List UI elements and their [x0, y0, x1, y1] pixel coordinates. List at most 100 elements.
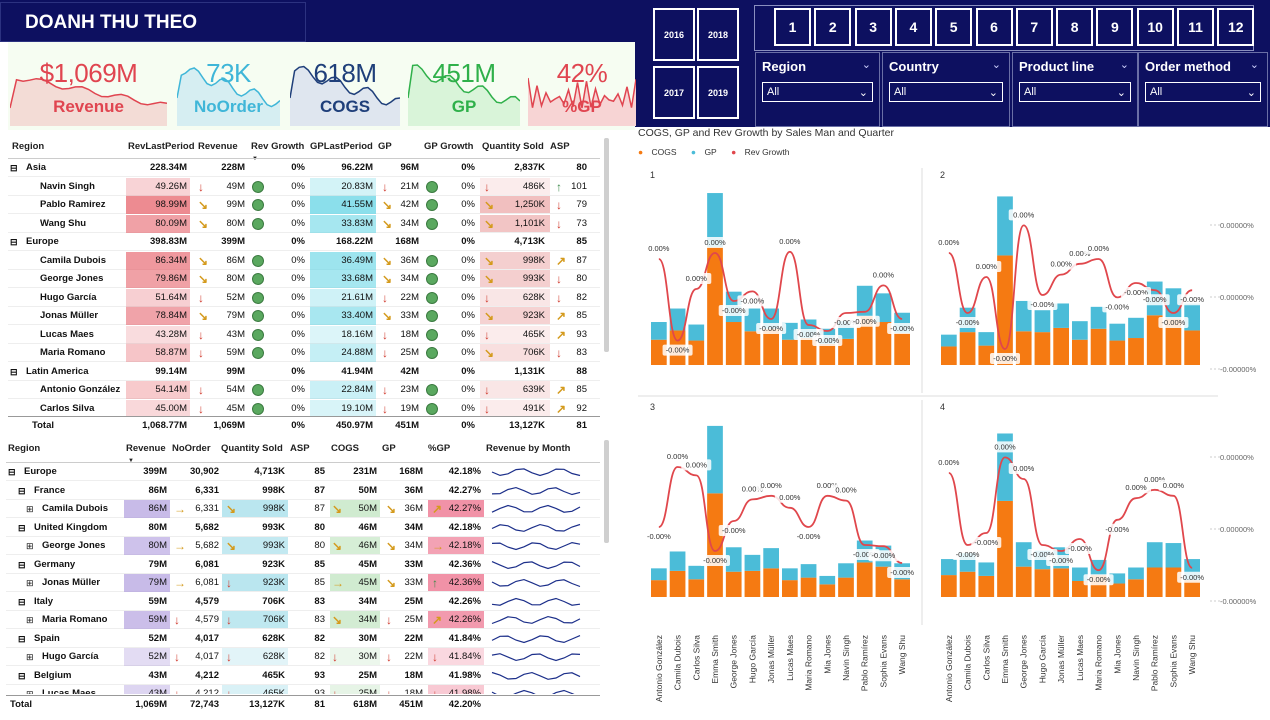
expand-icon[interactable]: ⊞ [26, 652, 34, 662]
bar-cogs[interactable] [959, 332, 976, 365]
expand-icon[interactable]: ⊞ [26, 615, 34, 625]
year-button-2017[interactable]: 2017 [653, 66, 695, 119]
table2-col-header[interactable]: Revenue by Month [486, 443, 571, 454]
bar-gp[interactable] [707, 193, 723, 247]
table2-col-header[interactable]: Quantity Sold [221, 443, 283, 454]
bar-cogs[interactable] [725, 322, 742, 365]
month-button-9[interactable]: 9 [1096, 8, 1134, 46]
table1-col-header[interactable]: RevLastPeriod [128, 141, 195, 152]
bar-cogs[interactable] [744, 570, 761, 597]
bar-gp[interactable] [1053, 303, 1069, 328]
bar-cogs[interactable] [819, 343, 836, 365]
table-row[interactable]: Lucas Maes 43.28M ↓ 43M 0% 18.16M ↓ 18M 0% ↓ 465K ↗… [8, 325, 600, 344]
month-button-1[interactable]: 1 [774, 8, 811, 46]
table-group-row[interactable]: ⊟ France 86M 6,331 998K 87 50M 36M 42.27% [6, 482, 600, 500]
bar-cogs[interactable] [1072, 339, 1088, 365]
bar-cogs[interactable] [1034, 332, 1051, 365]
bar-cogs[interactable] [763, 328, 779, 365]
bar-gp[interactable] [800, 564, 817, 578]
table-row[interactable]: Maria Romano 58.87M ↓ 59M 0% 24.88M ↓ 25M 0% ↘ 706… [8, 344, 600, 362]
collapse-icon[interactable]: ⊟ [18, 522, 26, 533]
table-group-row[interactable]: ⊟ Spain 52M 4,017 628K 82 30M 22M 41.84% [6, 630, 600, 648]
table2-col-header[interactable]: ASP [290, 443, 310, 454]
bar-cogs[interactable] [894, 579, 910, 597]
bar-cogs[interactable] [669, 570, 686, 597]
bar-gp[interactable] [941, 559, 957, 576]
bar-gp[interactable] [669, 308, 686, 331]
bar-gp[interactable] [978, 332, 995, 346]
table2-col-header[interactable]: Revenue [126, 443, 166, 454]
bar-cogs[interactable] [856, 316, 873, 365]
bar-cogs[interactable] [1146, 315, 1163, 365]
bar-gp[interactable] [688, 565, 705, 580]
bar-gp[interactable] [763, 548, 779, 569]
table1-col-header[interactable]: GP [378, 141, 392, 152]
collapse-icon[interactable]: ⊟ [18, 670, 26, 681]
collapse-icon[interactable]: ⌄ [1119, 59, 1129, 71]
bar-gp[interactable] [978, 562, 995, 576]
bar-cogs[interactable] [978, 575, 995, 597]
bar-cogs[interactable] [707, 493, 723, 597]
table-row[interactable]: Navin Singh 49.26M ↓ 49M 0% 20.83M ↓ 21M 0% ↓ 486K… [8, 177, 600, 196]
bar-cogs[interactable] [1090, 328, 1107, 365]
bar-cogs[interactable] [1128, 338, 1144, 365]
bar-gp[interactable] [1090, 306, 1107, 329]
collapse-icon[interactable]: ⊟ [10, 237, 18, 247]
table-group-row[interactable]: ⊟ Europe 398.83M 399M 0% 168.22M 168M 0% 4,713K 8… [8, 233, 600, 251]
month-button-4[interactable]: 4 [894, 8, 932, 46]
bar-cogs[interactable] [744, 331, 761, 365]
bar-cogs[interactable] [838, 338, 854, 365]
bar-cogs[interactable] [725, 571, 742, 597]
collapse-icon[interactable]: ⌄ [991, 59, 1001, 71]
month-button-2[interactable]: 2 [814, 8, 852, 46]
table-group-row[interactable]: ⊟ Germany 79M 6,081 923K 85 45M 33M 42.36% [6, 556, 600, 574]
bar-cogs[interactable] [1109, 583, 1126, 597]
table-group-row[interactable]: ⊟ Europe 399M 30,902 4,713K 85 231M 168M 42.18% [6, 463, 600, 481]
table-row[interactable]: George Jones 79.86M ↘ 80M 0% 33.68M ↘ 34M 0% ↘ 993… [8, 270, 600, 288]
table1-col-header[interactable]: GPLastPeriod [310, 141, 373, 152]
bar-cogs[interactable] [1184, 330, 1200, 365]
table-row[interactable]: ⊞ Camila Dubois 86M → 6,331 ↘ 998K 87 ↘ 50M ↘ 36M ↗ 4… [6, 500, 600, 518]
expand-icon[interactable]: ⊞ [26, 689, 34, 694]
table1-col-header[interactable]: GP Growth [424, 141, 474, 152]
collapse-icon[interactable]: ⌄ [1249, 59, 1259, 71]
bar-cogs[interactable] [1128, 579, 1144, 597]
table1-col-header[interactable]: Region [12, 141, 45, 152]
expand-icon[interactable]: ⊞ [26, 541, 34, 551]
bar-cogs[interactable] [1146, 567, 1163, 598]
bar-cogs[interactable] [782, 580, 798, 597]
bar-cogs[interactable] [1053, 568, 1069, 597]
collapse-icon[interactable]: ⊟ [18, 596, 26, 607]
month-button-12[interactable]: 12 [1217, 8, 1255, 46]
bar-cogs[interactable] [782, 339, 798, 365]
month-button-5[interactable]: 5 [935, 8, 973, 46]
country-dropdown[interactable]: All ⌄ [889, 82, 1003, 102]
table-row[interactable]: ⊞ Lucas Maes 43M ↓ 4,212 ↓ 465K 93 ↓ 25M ↓ 18M ↓ 41.9… [6, 685, 600, 694]
table-row[interactable]: Hugo García 51.64M ↓ 52M 0% 21.61M ↓ 22M 0% ↓ 628K… [8, 288, 600, 307]
collapse-icon[interactable]: ⊟ [10, 163, 18, 173]
year-button-2019[interactable]: 2019 [697, 66, 739, 119]
table-row[interactable]: Carlos Silva 45.00M ↓ 45M 0% 19.10M ↓ 19M 0% ↓ 491… [8, 399, 600, 416]
bar-gp[interactable] [1146, 542, 1163, 568]
table-row[interactable]: Antonio González 54.14M ↓ 54M 0% 22.84M ↓ 23M 0%… [8, 381, 600, 399]
table2-col-header[interactable]: NoOrder [172, 443, 211, 454]
bar-gp[interactable] [838, 563, 854, 578]
bar-gp[interactable] [707, 425, 723, 494]
bar-cogs[interactable] [1165, 318, 1182, 365]
table-row[interactable]: ⊞ Jonas Müller 79M → 6,081 ↓ 923K 85 → 45M ↘ 33M ↑ 42… [6, 574, 600, 592]
table2-scrollbar[interactable] [604, 440, 609, 543]
expand-icon[interactable]: ⊞ [26, 578, 34, 588]
table1-col-header[interactable]: Rev Growth [251, 141, 305, 152]
bar-gp[interactable] [1034, 310, 1051, 333]
bar-cogs[interactable] [1184, 580, 1200, 597]
bar-cogs[interactable] [1053, 327, 1069, 365]
bar-gp[interactable] [651, 322, 667, 340]
bar-gp[interactable] [819, 575, 836, 585]
bar-gp[interactable] [688, 324, 705, 341]
bar-cogs[interactable] [941, 575, 957, 597]
table1-col-header[interactable]: ASP [550, 141, 570, 152]
bar-gp[interactable] [1072, 321, 1088, 340]
bar-cogs[interactable] [894, 332, 910, 365]
table-row[interactable]: Wang Shu 80.09M ↘ 80M 0% 33.83M ↘ 34M 0% ↘ 1,101K ↓… [8, 214, 600, 233]
table-row[interactable]: ⊞ Hugo García 52M ↓ 4,017 ↓ 628K 82 ↓ 30M ↓ 22M ↓ 41.… [6, 648, 600, 666]
